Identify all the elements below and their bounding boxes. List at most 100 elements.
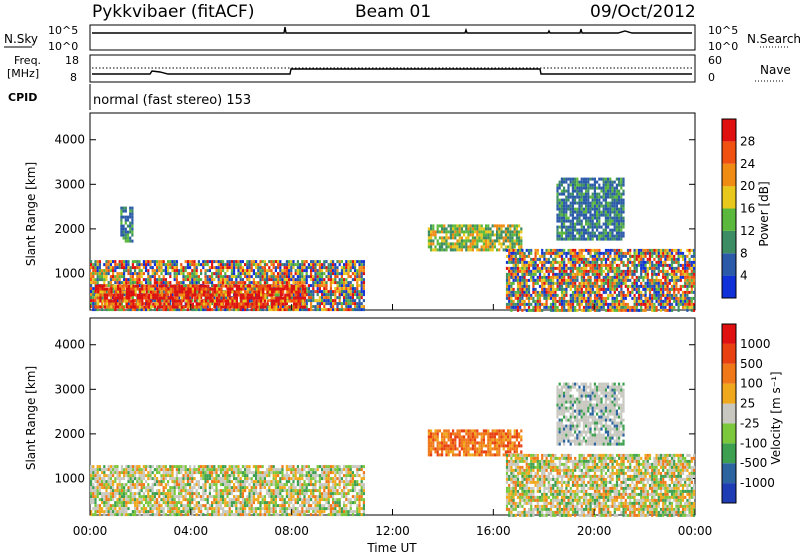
data-cell (347, 296, 350, 300)
data-cell (338, 299, 341, 303)
data-cell (677, 260, 680, 264)
data-cell (686, 281, 689, 285)
data-cell (692, 266, 696, 270)
data-cell (96, 278, 99, 282)
data-cell (611, 180, 614, 184)
data-cell (129, 272, 132, 276)
data-cell (611, 231, 614, 235)
data-cell (454, 248, 457, 252)
data-cell (514, 269, 517, 273)
data-cell (224, 278, 227, 282)
data-cell (662, 293, 665, 297)
data-cell (688, 284, 691, 288)
data-cell (248, 272, 251, 276)
data-cell (90, 281, 93, 285)
data-cell (569, 183, 572, 187)
data-cell (229, 296, 232, 300)
data-cell (323, 260, 326, 264)
data-cell (646, 305, 649, 309)
data-cell (538, 266, 542, 270)
data-cell (571, 305, 575, 309)
data-cell (653, 278, 656, 282)
data-cell (310, 278, 313, 282)
data-cell (673, 257, 676, 261)
data-cell (296, 266, 299, 270)
data-cell (129, 266, 132, 270)
data-cell (549, 251, 553, 255)
data-cell (596, 225, 599, 229)
data-cell (653, 269, 656, 273)
data-cell (131, 215, 134, 219)
data-cell (618, 302, 621, 306)
data-cell (274, 293, 277, 297)
data-cell (688, 275, 691, 279)
data-cell (596, 308, 599, 312)
data-cell (613, 248, 616, 252)
data-cell (602, 237, 605, 241)
data-cell (211, 260, 214, 264)
data-cell (98, 474, 101, 478)
data-cell (552, 281, 555, 285)
data-cell (511, 242, 514, 246)
data-cell (684, 266, 687, 270)
data-cell (97, 296, 100, 300)
data-cell (262, 293, 265, 297)
data-cell (607, 222, 610, 226)
data-cell (626, 293, 630, 297)
data-cell (541, 266, 544, 270)
data-cell (118, 278, 121, 282)
data-cell (607, 266, 610, 270)
data-cell (241, 281, 244, 285)
data-cell (604, 201, 607, 205)
data-cell (580, 248, 583, 252)
data-cell (139, 299, 142, 303)
data-cell (153, 305, 156, 309)
data-cell (519, 260, 522, 264)
data-cell (600, 201, 603, 205)
data-cell (514, 278, 517, 282)
data-cell (161, 290, 164, 294)
data-cell (613, 198, 616, 202)
data-cell (582, 281, 586, 285)
data-cell (94, 507, 97, 511)
data-cell (182, 299, 185, 303)
data-cell (130, 302, 133, 306)
data-cell (611, 263, 614, 267)
data-cell (191, 260, 194, 264)
data-cell (476, 239, 479, 243)
data-cell (147, 263, 150, 267)
data-cell (491, 248, 494, 252)
data-cell (604, 278, 608, 282)
data-cell (248, 299, 251, 303)
data-cell (114, 266, 117, 270)
data-cell (129, 224, 132, 228)
data-cell (156, 293, 159, 297)
data-cell (558, 201, 561, 205)
data-cell (666, 263, 669, 267)
data-cell (659, 287, 663, 291)
data-cell (686, 299, 689, 303)
data-cell (118, 266, 121, 270)
data-cell (310, 296, 313, 300)
data-cell (502, 239, 505, 243)
data-cell (242, 287, 245, 291)
data-cell (547, 266, 550, 270)
data-cell (277, 299, 280, 303)
data-cell (92, 474, 95, 478)
data-cell (105, 486, 108, 490)
data-cell (554, 260, 557, 264)
data-cell (250, 308, 253, 312)
data-cell (578, 299, 581, 303)
data-cell (195, 281, 198, 285)
data-cell (224, 290, 227, 294)
data-cell (103, 501, 106, 505)
data-cell (604, 281, 608, 285)
data-cell (128, 290, 131, 294)
colorbar-tick-label: 16 (740, 202, 755, 216)
data-cell (288, 281, 291, 285)
data-cell (211, 278, 214, 282)
data-cell (549, 275, 553, 279)
data-cell (123, 263, 126, 267)
data-cell (90, 263, 93, 267)
data-cell (103, 278, 106, 282)
